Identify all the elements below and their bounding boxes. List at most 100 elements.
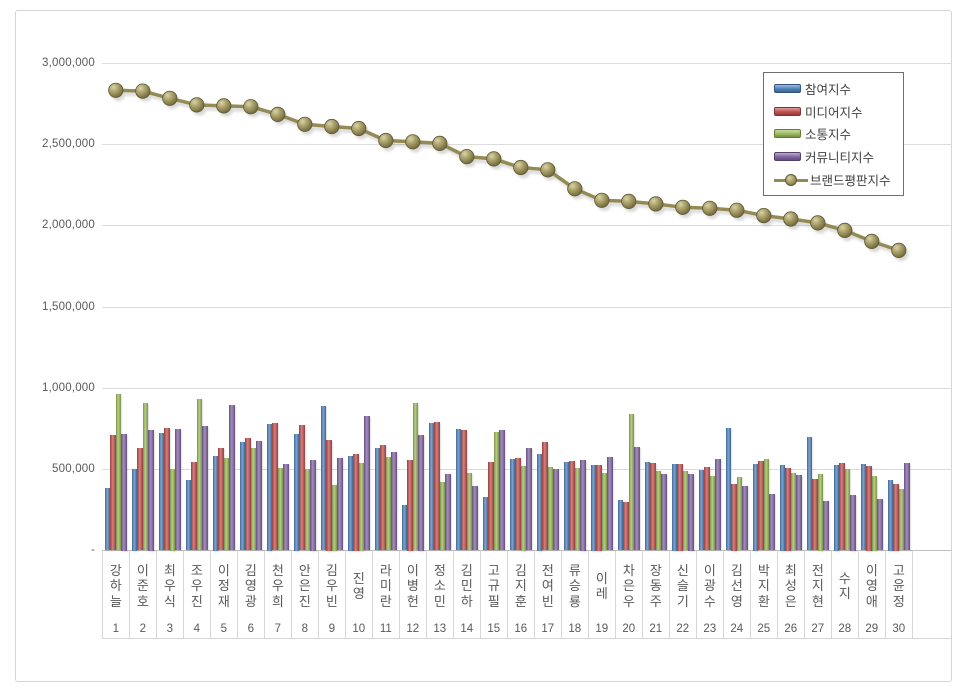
bar-미디어지수-rank30 bbox=[893, 483, 899, 551]
category-separator bbox=[453, 551, 455, 638]
bar-참여지수-rank24 bbox=[725, 428, 732, 551]
bar-참여지수-rank29 bbox=[860, 464, 867, 551]
bar-소통지수-rank23 bbox=[709, 476, 716, 551]
bar-커뮤니티지수-rank19 bbox=[607, 457, 613, 551]
bar-커뮤니티지수-rank4 bbox=[202, 426, 208, 551]
bar-미디어지수-rank12 bbox=[407, 460, 413, 551]
category-separator bbox=[210, 551, 212, 638]
bar-커뮤니티지수-rank1 bbox=[121, 433, 127, 551]
bar-커뮤니티지수-rank29 bbox=[877, 499, 883, 551]
legend-swatch-media bbox=[774, 106, 801, 116]
bar-미디어지수-rank20 bbox=[623, 501, 629, 551]
bar-참여지수-rank7 bbox=[266, 423, 273, 551]
gridline bbox=[102, 388, 951, 389]
category-rank: 4 bbox=[193, 623, 200, 635]
bar-커뮤니티지수-rank20 bbox=[634, 447, 640, 551]
category-separator bbox=[696, 551, 698, 638]
legend-swatch-participation bbox=[774, 83, 801, 93]
bar-미디어지수-rank3 bbox=[164, 427, 170, 551]
bar-커뮤니티지수-rank9 bbox=[337, 458, 343, 551]
chart-frame-border bbox=[15, 10, 952, 682]
bar-미디어지수-rank9 bbox=[326, 440, 332, 551]
bar-소통지수-rank8 bbox=[304, 468, 311, 551]
category-separator bbox=[291, 551, 293, 638]
bar-참여지수-rank17 bbox=[536, 454, 543, 551]
bar-참여지수-rank22 bbox=[671, 464, 678, 551]
category-separator bbox=[561, 551, 563, 638]
category-separator bbox=[534, 551, 536, 638]
bar-커뮤니티지수-rank12 bbox=[418, 435, 424, 551]
legend-item-participation: 참여지수 bbox=[774, 78, 903, 99]
category-rank: 20 bbox=[622, 623, 636, 635]
legend-item-communication: 소통지수 bbox=[774, 123, 903, 144]
bar-소통지수-rank12 bbox=[412, 403, 419, 551]
legend-item-media: 미디어지수 bbox=[774, 101, 903, 122]
bar-커뮤니티지수-rank22 bbox=[688, 473, 694, 551]
bar-소통지수-rank26 bbox=[790, 472, 797, 551]
category-rank: 3 bbox=[166, 623, 173, 635]
bar-미디어지수-rank22 bbox=[677, 464, 683, 551]
category-separator bbox=[318, 551, 320, 638]
bar-참여지수-rank2 bbox=[131, 469, 138, 551]
x-axis-baseline bbox=[102, 550, 951, 551]
category-rank: 14 bbox=[460, 623, 474, 635]
bar-커뮤니티지수-rank25 bbox=[769, 494, 775, 551]
category-separator bbox=[129, 551, 131, 638]
category-separator bbox=[642, 551, 644, 638]
bar-참여지수-rank1 bbox=[104, 487, 111, 551]
chart-legend: 참여지수 미디어지수 소통지수 커뮤니티지수 브랜드평판지수 bbox=[763, 72, 904, 196]
category-rank: 28 bbox=[838, 623, 852, 635]
bar-참여지수-rank27 bbox=[806, 436, 813, 551]
category-rank: 5 bbox=[220, 623, 227, 635]
bar-커뮤니티지수-rank13 bbox=[445, 474, 451, 551]
gridline bbox=[102, 225, 951, 226]
bar-커뮤니티지수-rank10 bbox=[364, 416, 370, 551]
bar-참여지수-rank30 bbox=[887, 479, 894, 551]
legend-item-brand-reputation: 브랜드평판지수 bbox=[774, 169, 903, 190]
y-axis-tick-label: - bbox=[90, 544, 95, 556]
bar-참여지수-rank4 bbox=[185, 479, 192, 551]
bar-소통지수-rank15 bbox=[493, 431, 500, 551]
category-separator bbox=[723, 551, 725, 638]
bar-소통지수-rank6 bbox=[250, 448, 257, 551]
gridline bbox=[102, 307, 951, 308]
bar-소통지수-rank28 bbox=[844, 469, 851, 551]
bar-미디어지수-rank7 bbox=[272, 422, 278, 551]
bar-미디어지수-rank15 bbox=[488, 462, 494, 551]
legend-label: 소통지수 bbox=[805, 128, 852, 143]
bar-미디어지수-rank13 bbox=[434, 422, 440, 551]
category-separator bbox=[912, 551, 914, 638]
legend-item-community: 커뮤니티지수 bbox=[774, 146, 903, 167]
bar-소통지수-rank29 bbox=[871, 475, 878, 551]
bar-참여지수-rank6 bbox=[239, 441, 246, 551]
bar-커뮤니티지수-rank11 bbox=[391, 451, 397, 551]
bar-미디어지수-rank25 bbox=[758, 460, 764, 551]
bar-미디어지수-rank17 bbox=[542, 441, 548, 551]
y-axis-tick-label: 2,000,000 bbox=[42, 219, 95, 231]
legend-swatch-brand-reputation-line bbox=[774, 173, 808, 186]
y-axis-tick-label: 1,000,000 bbox=[42, 382, 95, 394]
bar-참여지수-rank8 bbox=[293, 433, 300, 551]
category-rank: 9 bbox=[328, 623, 335, 635]
bar-참여지수-rank9 bbox=[320, 406, 327, 551]
bar-참여지수-rank19 bbox=[590, 465, 597, 551]
bar-커뮤니티지수-rank14 bbox=[472, 486, 478, 551]
bar-참여지수-rank26 bbox=[779, 465, 786, 551]
bar-소통지수-rank2 bbox=[142, 403, 149, 551]
category-rank: 12 bbox=[406, 623, 420, 635]
category-separator bbox=[777, 551, 779, 638]
bar-참여지수-rank12 bbox=[401, 505, 408, 551]
legend-label: 브랜드평판지수 bbox=[810, 174, 891, 189]
bar-참여지수-rank20 bbox=[617, 499, 624, 551]
category-separator bbox=[426, 551, 428, 638]
bar-참여지수-rank10 bbox=[347, 456, 354, 551]
category-rank: 21 bbox=[649, 623, 663, 635]
